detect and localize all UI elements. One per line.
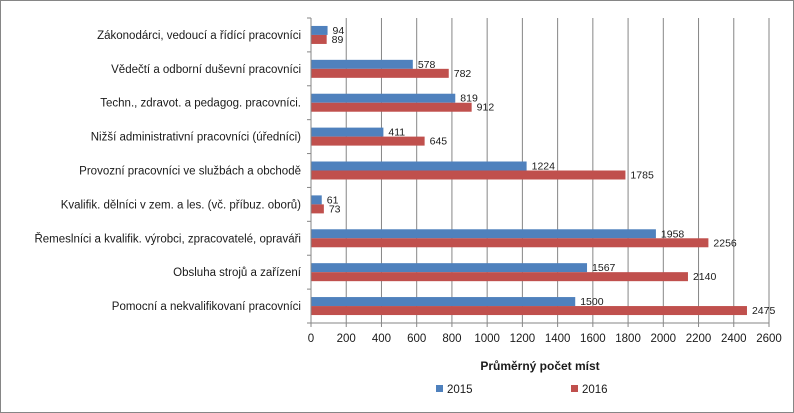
x-tick-label: 2400 — [721, 333, 747, 345]
x-tick-label: 200 — [337, 333, 356, 345]
legend-swatch-2016 — [571, 385, 578, 392]
category-label: Obsluha strojů a zařízení — [173, 267, 302, 279]
x-tick-label: 800 — [442, 333, 461, 345]
data-label: 2475 — [752, 305, 776, 317]
data-label: 819 — [460, 93, 478, 105]
bar-2015 — [311, 229, 656, 239]
data-label: 1958 — [661, 228, 685, 240]
x-tick-label: 2200 — [686, 333, 712, 345]
category-label: Pomocní a nekvalifikovaní pracovníci — [112, 301, 301, 313]
bar-2016 — [311, 34, 327, 44]
bar-2015 — [311, 195, 322, 205]
bar-2016 — [311, 68, 449, 78]
data-label: 782 — [454, 68, 472, 80]
bars — [311, 25, 747, 316]
bar-2016 — [311, 102, 472, 112]
bar-2015 — [311, 93, 456, 103]
bar-2016 — [311, 306, 747, 316]
category-label: Kvalifik. dělníci v zem. a les. (vč. pří… — [61, 199, 301, 211]
data-label: 73 — [329, 203, 341, 215]
category-label: Nižší administrativní pracovníci (úřední… — [91, 132, 301, 144]
x-tick-label: 2000 — [651, 333, 677, 345]
x-tick-label: 2600 — [756, 333, 782, 345]
bar-2016 — [311, 136, 425, 146]
bar-2015 — [311, 127, 384, 137]
bar-2016 — [311, 170, 626, 180]
data-label: 411 — [388, 127, 405, 139]
data-label: 94 — [333, 25, 345, 37]
category-label: Provozní pracovníci ve službách a obchod… — [79, 166, 301, 178]
data-label: 1224 — [532, 161, 556, 173]
legend-swatch-2015 — [436, 385, 443, 392]
bar-2016 — [311, 272, 688, 282]
data-label: 1785 — [630, 170, 654, 182]
x-tick-label: 1400 — [545, 333, 571, 345]
bar-2016 — [311, 204, 324, 214]
data-label: 61 — [327, 194, 339, 206]
x-tick-label: 1200 — [510, 333, 536, 345]
x-axis-title: Průměrný počet míst — [480, 359, 599, 373]
category-label: Techn., zdravot. a pedagog. pracovníci. — [100, 98, 301, 110]
bar-2015 — [311, 161, 527, 171]
legend-label-2015: 2015 — [447, 384, 473, 396]
x-tick-label: 600 — [407, 333, 426, 345]
legend-label-2016: 2016 — [582, 384, 608, 396]
bar-2015 — [311, 297, 576, 307]
data-label: 1500 — [580, 296, 604, 308]
data-label: 645 — [430, 136, 448, 148]
data-label: 1567 — [592, 262, 616, 274]
x-tick-label: 1000 — [474, 333, 500, 345]
category-label: Řemeslníci a kvalifik. výrobci, zpracova… — [34, 232, 301, 245]
data-label: 912 — [477, 102, 495, 114]
data-label: 89 — [332, 34, 344, 46]
category-label: Zákonodárci, vedoucí a řídící pracovníci — [97, 30, 301, 42]
x-tick-label: 0 — [308, 333, 314, 345]
x-tick-label: 400 — [372, 333, 391, 345]
data-label: 2140 — [693, 271, 717, 283]
category-label: Vědečtí a odborní duševní pracovníci — [111, 64, 301, 76]
bar-2015 — [311, 25, 328, 35]
data-label: 2256 — [713, 237, 737, 249]
data-label: 578 — [418, 59, 436, 71]
labels: 0 200 400 600 800 1000 1200 1400 1600 1800 2000 220… — [34, 25, 781, 345]
bar-2016 — [311, 238, 709, 248]
x-tick-label: 1600 — [580, 333, 606, 345]
x-tick-label: 1800 — [615, 333, 641, 345]
legend: 2015 2016 — [436, 384, 608, 396]
bar-2015 — [311, 59, 413, 69]
bar-2015 — [311, 263, 588, 273]
